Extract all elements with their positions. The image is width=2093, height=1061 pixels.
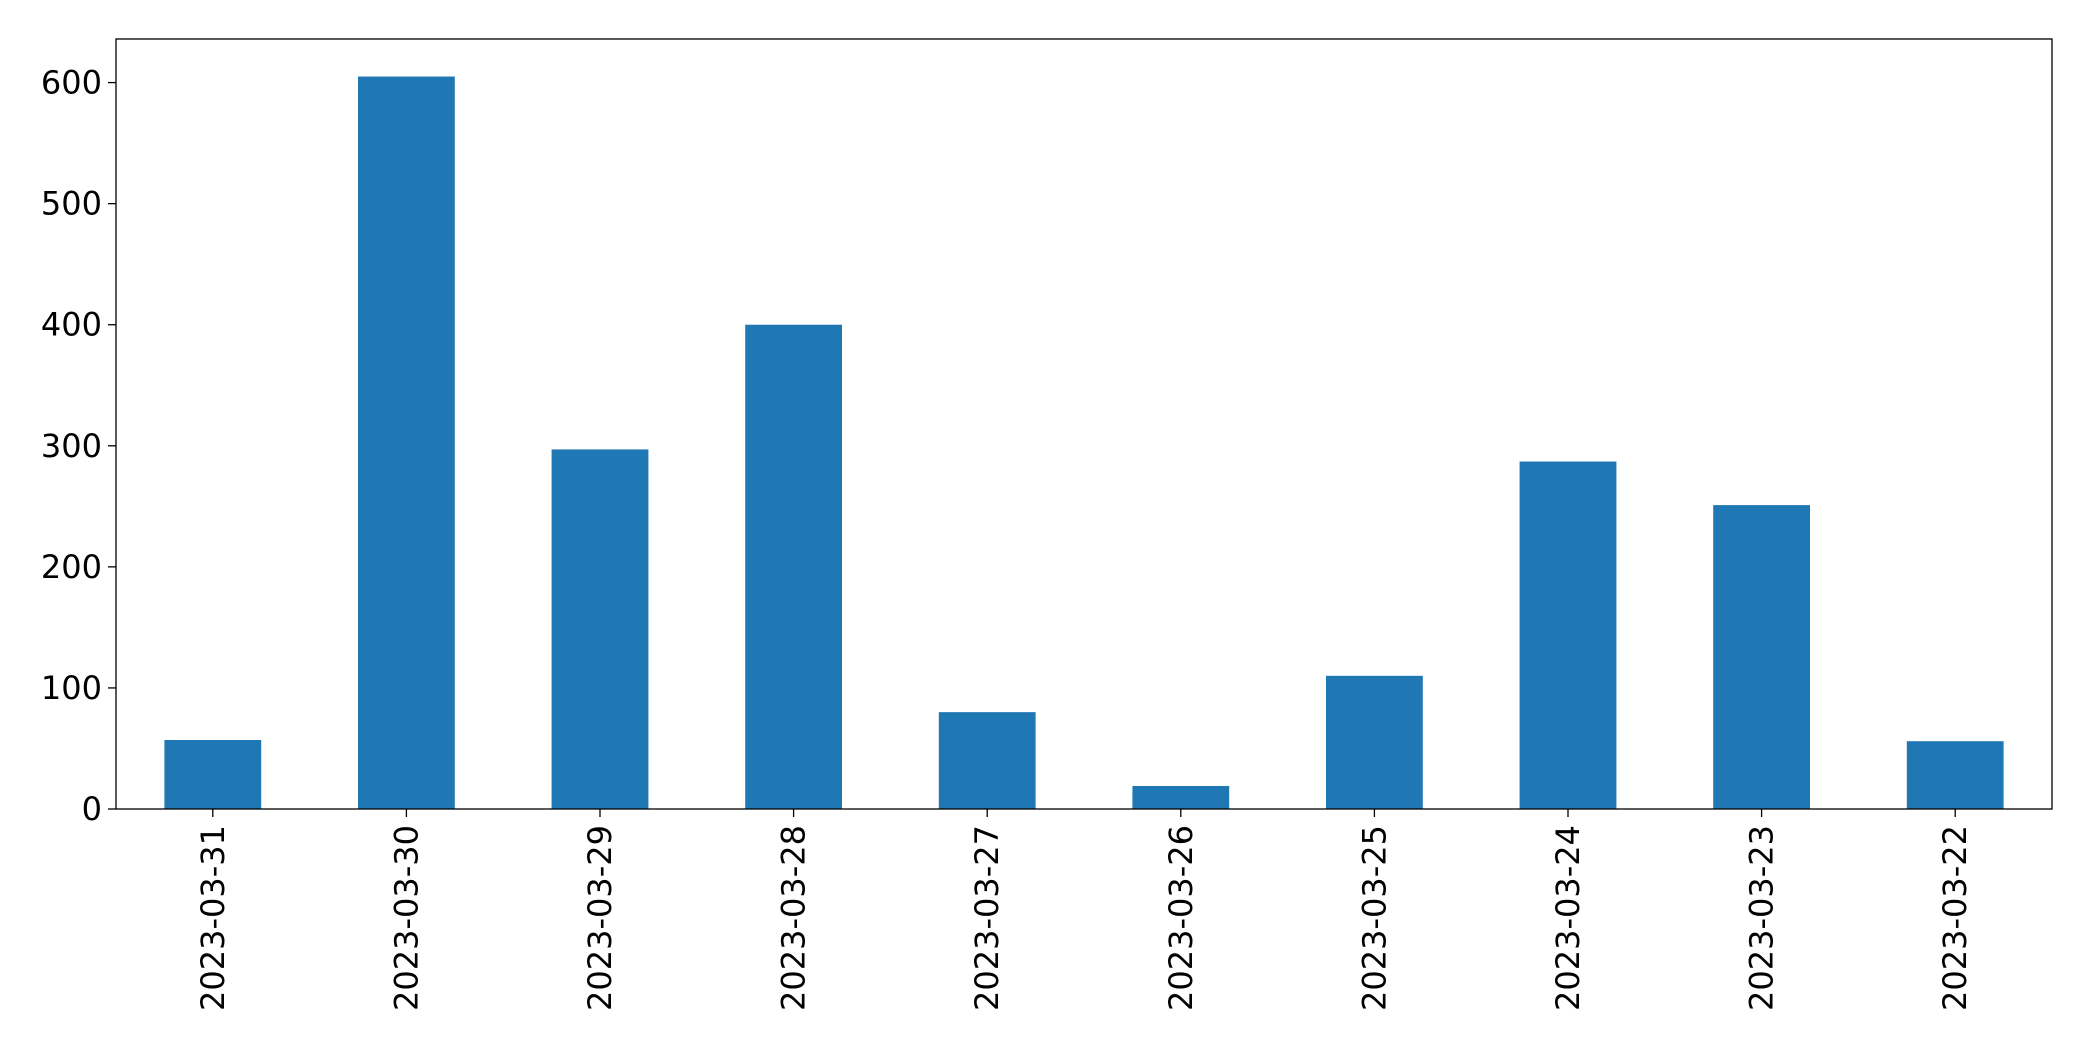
x-tick-label: 2023-03-22 — [1936, 825, 1974, 1011]
y-tick-label: 500 — [41, 185, 102, 223]
bar — [1906, 741, 2004, 809]
x-tick-label: 2023-03-29 — [581, 825, 619, 1011]
bar — [1519, 461, 1617, 809]
y-tick-label: 300 — [41, 427, 102, 465]
bar — [358, 76, 455, 810]
x-tick-label: 2023-03-23 — [1743, 825, 1781, 1011]
y-tick-label: 0 — [82, 790, 102, 828]
bar — [1132, 785, 1230, 809]
y-tick-label: 100 — [41, 669, 102, 707]
bar — [1326, 675, 1423, 809]
y-tick-label: 600 — [41, 64, 102, 102]
x-tick-label: 2023-03-25 — [1355, 825, 1393, 1011]
y-tick-label: 200 — [41, 548, 102, 586]
bar — [164, 739, 262, 809]
bar — [938, 712, 1036, 809]
plot-frame — [115, 38, 2053, 810]
x-tick-label: 2023-03-30 — [387, 825, 425, 1011]
x-tick-label: 2023-03-24 — [1549, 825, 1587, 1011]
bar — [745, 324, 842, 809]
x-tick-label: 2023-03-28 — [775, 825, 813, 1011]
bar — [1713, 505, 1810, 809]
x-tick-label: 2023-03-26 — [1162, 825, 1200, 1011]
x-tick-label: 2023-03-27 — [968, 825, 1006, 1011]
x-tick-label: 2023-03-31 — [194, 825, 232, 1011]
y-tick-label: 400 — [41, 306, 102, 344]
bar — [551, 449, 649, 809]
